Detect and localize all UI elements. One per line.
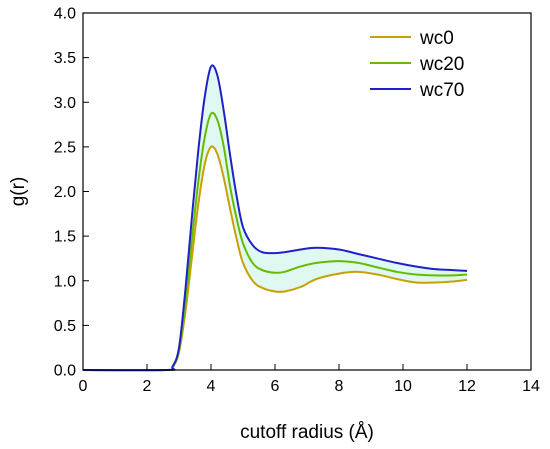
y-tick-label: 2.0 — [54, 184, 76, 201]
y-tick-label: 4.0 — [54, 6, 76, 23]
series-band-fill — [83, 65, 467, 371]
y-tick-label: 2.5 — [54, 139, 76, 156]
y-tick-label: 1.0 — [54, 273, 76, 290]
x-tick-label: 14 — [522, 378, 540, 395]
series-line-wc20 — [82, 111, 468, 372]
legend-label-wc0: wc0 — [419, 28, 454, 49]
x-tick-label: 2 — [143, 378, 152, 395]
band-fill — [83, 65, 467, 371]
x-tick-label: 4 — [207, 378, 216, 395]
series-lines — [82, 64, 468, 372]
x-tick-label: 6 — [271, 378, 280, 395]
y-axis: 0.0 0.5 1.0 1.5 2.0 2.5 3.0 3.5 4.0 — [54, 6, 89, 380]
y-tick-label: 0.0 — [54, 363, 76, 380]
x-tick-label: 10 — [394, 378, 412, 395]
x-tick-label: 8 — [335, 378, 344, 395]
series-line-wc70 — [82, 64, 468, 372]
legend-label-wc70: wc70 — [419, 80, 464, 101]
series-line-wc0 — [82, 145, 468, 372]
y-tick-label: 1.5 — [54, 229, 76, 246]
x-axis: 0 2 4 6 8 10 12 14 — [79, 364, 540, 395]
legend: wc0 wc20 wc70 — [370, 28, 464, 101]
x-axis-title: cutoff radius (Å) — [240, 422, 374, 443]
y-tick-label: 0.5 — [54, 318, 76, 335]
y-tick-label: 3.5 — [54, 50, 76, 67]
y-axis-title: g(r) — [8, 177, 29, 207]
x-tick-label: 12 — [458, 378, 476, 395]
x-tick-label: 0 — [79, 378, 88, 395]
y-tick-label: 3.0 — [54, 95, 76, 112]
legend-label-wc20: wc20 — [419, 54, 464, 75]
